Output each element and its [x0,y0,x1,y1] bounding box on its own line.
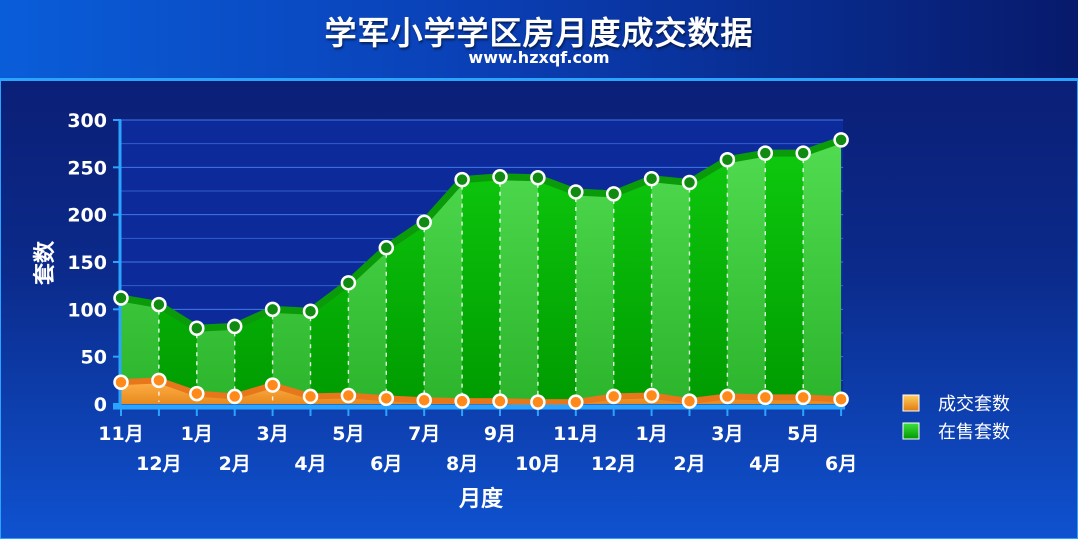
sold-point [681,393,698,409]
y-tick-label: 50 [81,347,107,369]
sold-point [719,388,736,405]
x-tick-label: 4月 [294,453,326,475]
x-tick-label: 3月 [711,423,743,445]
x-tick-label: 9月 [484,423,516,445]
in-stock-band [500,139,539,404]
y-tick-label: 200 [67,205,107,227]
in-stock-point [416,214,432,230]
in-stock-point [719,152,736,168]
chart-title: 学军小学学区房月度成交数据 [324,14,754,52]
in-stock-point [340,275,357,291]
in-stock-point [226,318,243,335]
sold-point [151,372,167,389]
y-tick-label: 300 [67,110,107,132]
in-stock-point [302,303,319,319]
sold-point [530,394,546,410]
legend-label-sold: 成交套数 [938,394,1010,415]
in-stock-point [151,296,167,313]
category-dividers [158,159,804,402]
sold-point [605,388,622,405]
in-stock-band [727,139,766,404]
x-tick-label: 6月 [825,453,857,475]
x-tick-label: 7月 [408,423,440,445]
in-stock-point [454,171,470,188]
in-stock-point [568,184,584,200]
sold-point [568,394,584,410]
legend-swatch-in-stock [902,422,920,440]
sold-point [416,392,432,408]
in-stock-point [757,145,774,161]
y-tick-label: 150 [67,252,107,274]
y-axis-title: 套数 [32,240,58,285]
chart-subtitle: www.hzxqf.com [468,48,610,67]
in-stock-band [803,139,842,404]
in-stock-point [378,240,395,256]
in-stock-point [795,145,811,161]
x-tick-label: 5月 [332,423,364,445]
x-tick-label: 6月 [370,453,402,475]
legend-label-in-stock: 在售套数 [938,422,1010,443]
sold-point [492,393,508,409]
x-tick-label: 5月 [787,423,819,445]
in-stock-point [681,174,698,191]
axes [113,119,846,416]
x-tick-label: 8月 [446,453,478,475]
y-tick-labels: 0 50 100 150 200 250 300 [67,110,107,416]
x-tick-labels: 11月12月1月2月3月4月5月6月7月8月9月10月11月12月1月2月3月4… [98,423,857,475]
in-stock-point [113,290,129,306]
data-points [113,132,849,410]
sold-point [302,388,319,405]
in-stock-point [264,301,281,318]
sold-point [795,389,811,406]
x-tick-label: 2月 [219,453,251,475]
sold-point [340,387,357,404]
sold-point [643,387,660,404]
x-tick-label: 3月 [256,423,288,445]
sold-point [454,393,470,409]
sold-point [378,390,395,407]
x-tick-label: 12月 [136,453,181,475]
title-banner: 学军小学学区房月度成交数据 www.hzxqf.com [0,0,1078,80]
sold-point [264,377,281,393]
x-tick-label: 2月 [673,453,705,475]
in-stock-band [765,139,804,404]
sold-point [833,391,849,408]
legend-swatch-sold [902,394,920,412]
plot-frame [0,79,1078,539]
legend: 成交套数 在售套数 [902,394,1010,443]
x-tick-label: 4月 [749,453,781,475]
sold-point [226,388,243,405]
x-axis-title: 月度 [458,486,504,512]
in-stock-point [643,170,660,187]
y-tick-label: 0 [94,394,107,416]
x-tick-label: 11月 [553,423,598,445]
in-stock-point [605,186,622,202]
in-stock-point [530,169,546,186]
x-tick-label: 11月 [98,423,143,445]
sold-point [113,374,129,390]
x-tick-label: 1月 [635,423,667,445]
sold-point [189,385,205,402]
x-tick-label: 12月 [591,453,636,475]
y-tick-label: 100 [67,299,107,321]
x-tick-label: 10月 [515,453,560,475]
in-stock-point [189,320,205,337]
y-tick-label: 250 [67,157,107,179]
in-stock-point [833,132,849,148]
in-stock-point [492,169,508,185]
x-tick-label: 1月 [181,423,213,445]
sold-point [757,389,774,406]
